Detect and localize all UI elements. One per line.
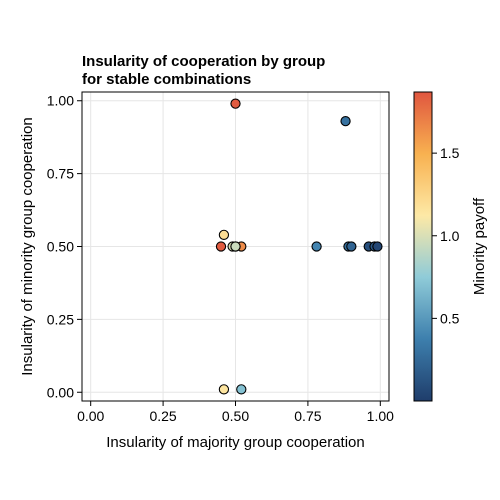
chart-title: Insularity of cooperation by group for s… bbox=[82, 53, 330, 88]
x-tick-label: 1.00 bbox=[367, 408, 394, 424]
colorbar bbox=[413, 91, 433, 402]
data-points bbox=[215, 98, 383, 395]
y-axis-label: Insularity of minority group cooperation bbox=[19, 117, 36, 375]
x-tick-label: 0.75 bbox=[294, 408, 321, 424]
y-tick-label: 0.75 bbox=[47, 166, 74, 182]
scatter-point bbox=[340, 116, 351, 127]
x-tick-label: 0.25 bbox=[149, 408, 176, 424]
y-tick-label: 0.50 bbox=[47, 239, 74, 255]
colorbar-tick-label: 1.5 bbox=[440, 145, 460, 161]
colorbar-ticks: 0.5 1.0 1.5 bbox=[432, 145, 460, 326]
scatter-point bbox=[215, 241, 227, 252]
x-axis-label: Insularity of majority group cooperation bbox=[106, 434, 364, 451]
x-tick-label: 0.50 bbox=[222, 408, 249, 424]
y-tick-label: 0.00 bbox=[47, 384, 74, 400]
scatter-point bbox=[311, 241, 322, 252]
scatter-point bbox=[372, 241, 383, 252]
scatter-point bbox=[218, 384, 230, 395]
colorbar-tick-label: 1.0 bbox=[440, 228, 460, 244]
scatter-point bbox=[346, 241, 357, 252]
x-axis-ticks: 0.00 0.25 0.50 0.75 1.00 bbox=[77, 401, 394, 424]
scatter-point bbox=[236, 384, 247, 395]
scatter-point bbox=[230, 241, 241, 252]
scatter-point bbox=[230, 98, 241, 109]
x-tick-label: 0.00 bbox=[77, 408, 104, 424]
scatter-point bbox=[218, 229, 230, 240]
y-axis-ticks: 0.00 0.25 0.50 0.75 1.00 bbox=[47, 93, 82, 400]
colorbar-tick-label: 0.5 bbox=[440, 310, 460, 326]
y-tick-label: 1.00 bbox=[47, 93, 74, 109]
y-tick-label: 0.25 bbox=[47, 311, 74, 327]
chart-title-line-2: for stable combinations bbox=[82, 71, 251, 88]
colorbar-label: Minority payoff bbox=[471, 197, 488, 295]
chart-title-line-1: Insularity of cooperation by group bbox=[82, 53, 325, 70]
